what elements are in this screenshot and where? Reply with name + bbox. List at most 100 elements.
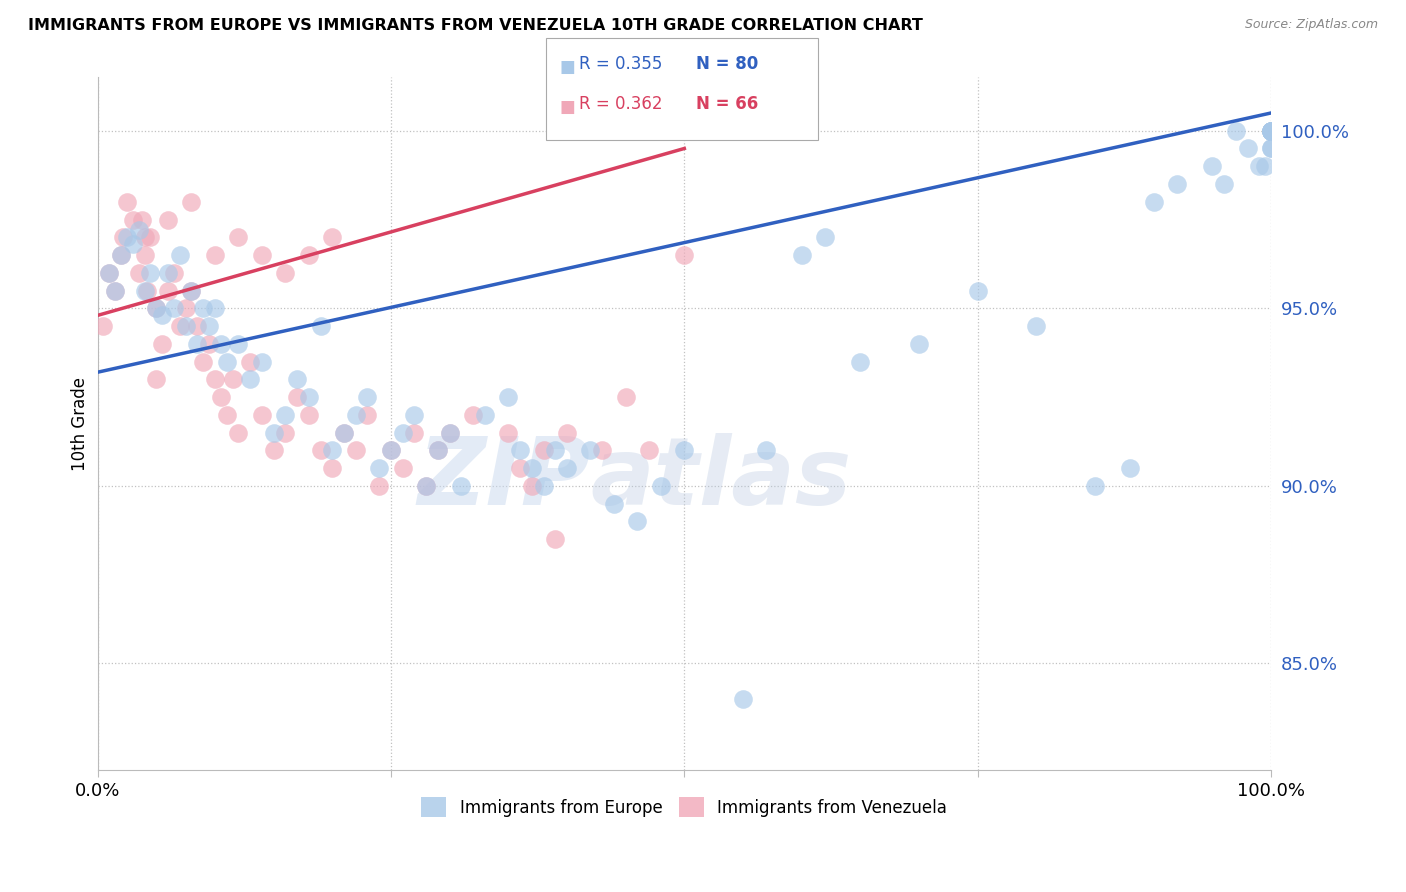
Point (673, 248, 696, 262)
Point (1225, 124, 1247, 138)
Point (344, 408, 367, 422)
Text: IMMIGRANTS FROM EUROPE VS IMMIGRANTS FROM VENEZUELA 10TH GRADE CORRELATION CHART: IMMIGRANTS FROM EUROPE VS IMMIGRANTS FRO… (28, 18, 922, 33)
Point (1260, 124, 1282, 138)
Point (115, 230, 138, 244)
Point (174, 301, 197, 316)
Point (380, 443, 402, 458)
Point (1143, 194, 1166, 209)
Point (198, 336, 221, 351)
Point (450, 479, 472, 493)
Point (509, 461, 531, 475)
Point (228, 336, 250, 351)
Point (150, 309, 173, 323)
Point (228, 230, 250, 244)
Point (309, 319, 332, 334)
Point (115, 194, 138, 209)
Point (110, 248, 132, 262)
Point (98, 266, 121, 280)
Text: R = 0.355: R = 0.355 (579, 55, 662, 73)
Point (321, 230, 343, 244)
Point (638, 443, 661, 458)
Point (134, 284, 156, 298)
Point (391, 461, 413, 475)
Point (180, 194, 202, 209)
Point (1166, 177, 1188, 191)
Point (239, 372, 262, 386)
Point (498, 425, 520, 440)
Point (1260, 124, 1282, 138)
Point (731, 692, 754, 706)
Point (193, 301, 215, 316)
Point (533, 443, 555, 458)
Point (198, 319, 221, 334)
Point (439, 425, 461, 440)
Point (404, 408, 426, 422)
Point (209, 390, 232, 404)
Point (579, 443, 602, 458)
Point (533, 479, 555, 493)
Point (356, 390, 378, 404)
Text: Source: ZipAtlas.com: Source: ZipAtlas.com (1244, 18, 1378, 31)
Point (755, 443, 778, 458)
Point (180, 284, 202, 298)
Point (239, 354, 262, 368)
Point (174, 319, 197, 334)
Point (1249, 159, 1271, 173)
Point (333, 425, 356, 440)
Point (415, 479, 437, 493)
Point (163, 266, 186, 280)
Point (145, 372, 167, 386)
Point (93, 319, 115, 334)
Point (180, 284, 202, 298)
Point (344, 443, 367, 458)
Point (150, 336, 173, 351)
Point (298, 408, 321, 422)
Point (156, 212, 179, 227)
Point (193, 354, 215, 368)
Point (128, 266, 150, 280)
Point (285, 372, 308, 386)
Point (110, 248, 132, 262)
Point (204, 372, 226, 386)
Point (163, 301, 186, 316)
Point (1260, 124, 1282, 138)
Point (1213, 177, 1236, 191)
Point (1260, 141, 1282, 155)
Point (145, 301, 167, 316)
Point (250, 248, 273, 262)
Point (368, 479, 391, 493)
Point (1260, 124, 1282, 138)
Point (135, 284, 157, 298)
Point (439, 425, 461, 440)
Point (263, 425, 285, 440)
Point (274, 408, 297, 422)
Point (966, 284, 988, 298)
Point (169, 248, 191, 262)
Point (228, 425, 250, 440)
Point (474, 408, 496, 422)
Point (614, 390, 637, 404)
Point (221, 372, 243, 386)
Point (121, 212, 143, 227)
Legend: Immigrants from Europe, Immigrants from Venezuela: Immigrants from Europe, Immigrants from … (415, 790, 955, 824)
Y-axis label: 10th Grade: 10th Grade (72, 376, 89, 471)
Point (509, 443, 531, 458)
Point (1119, 461, 1142, 475)
Point (1254, 159, 1277, 173)
Text: ■: ■ (560, 58, 575, 76)
Point (128, 223, 150, 237)
Point (520, 479, 543, 493)
Point (626, 515, 648, 529)
Point (1201, 159, 1223, 173)
Point (790, 248, 813, 262)
Point (814, 230, 837, 244)
Point (209, 336, 232, 351)
Point (498, 390, 520, 404)
Point (104, 284, 127, 298)
Point (555, 461, 578, 475)
Point (1236, 141, 1258, 155)
Point (263, 443, 285, 458)
Point (673, 443, 696, 458)
Point (849, 354, 872, 368)
Point (650, 479, 672, 493)
